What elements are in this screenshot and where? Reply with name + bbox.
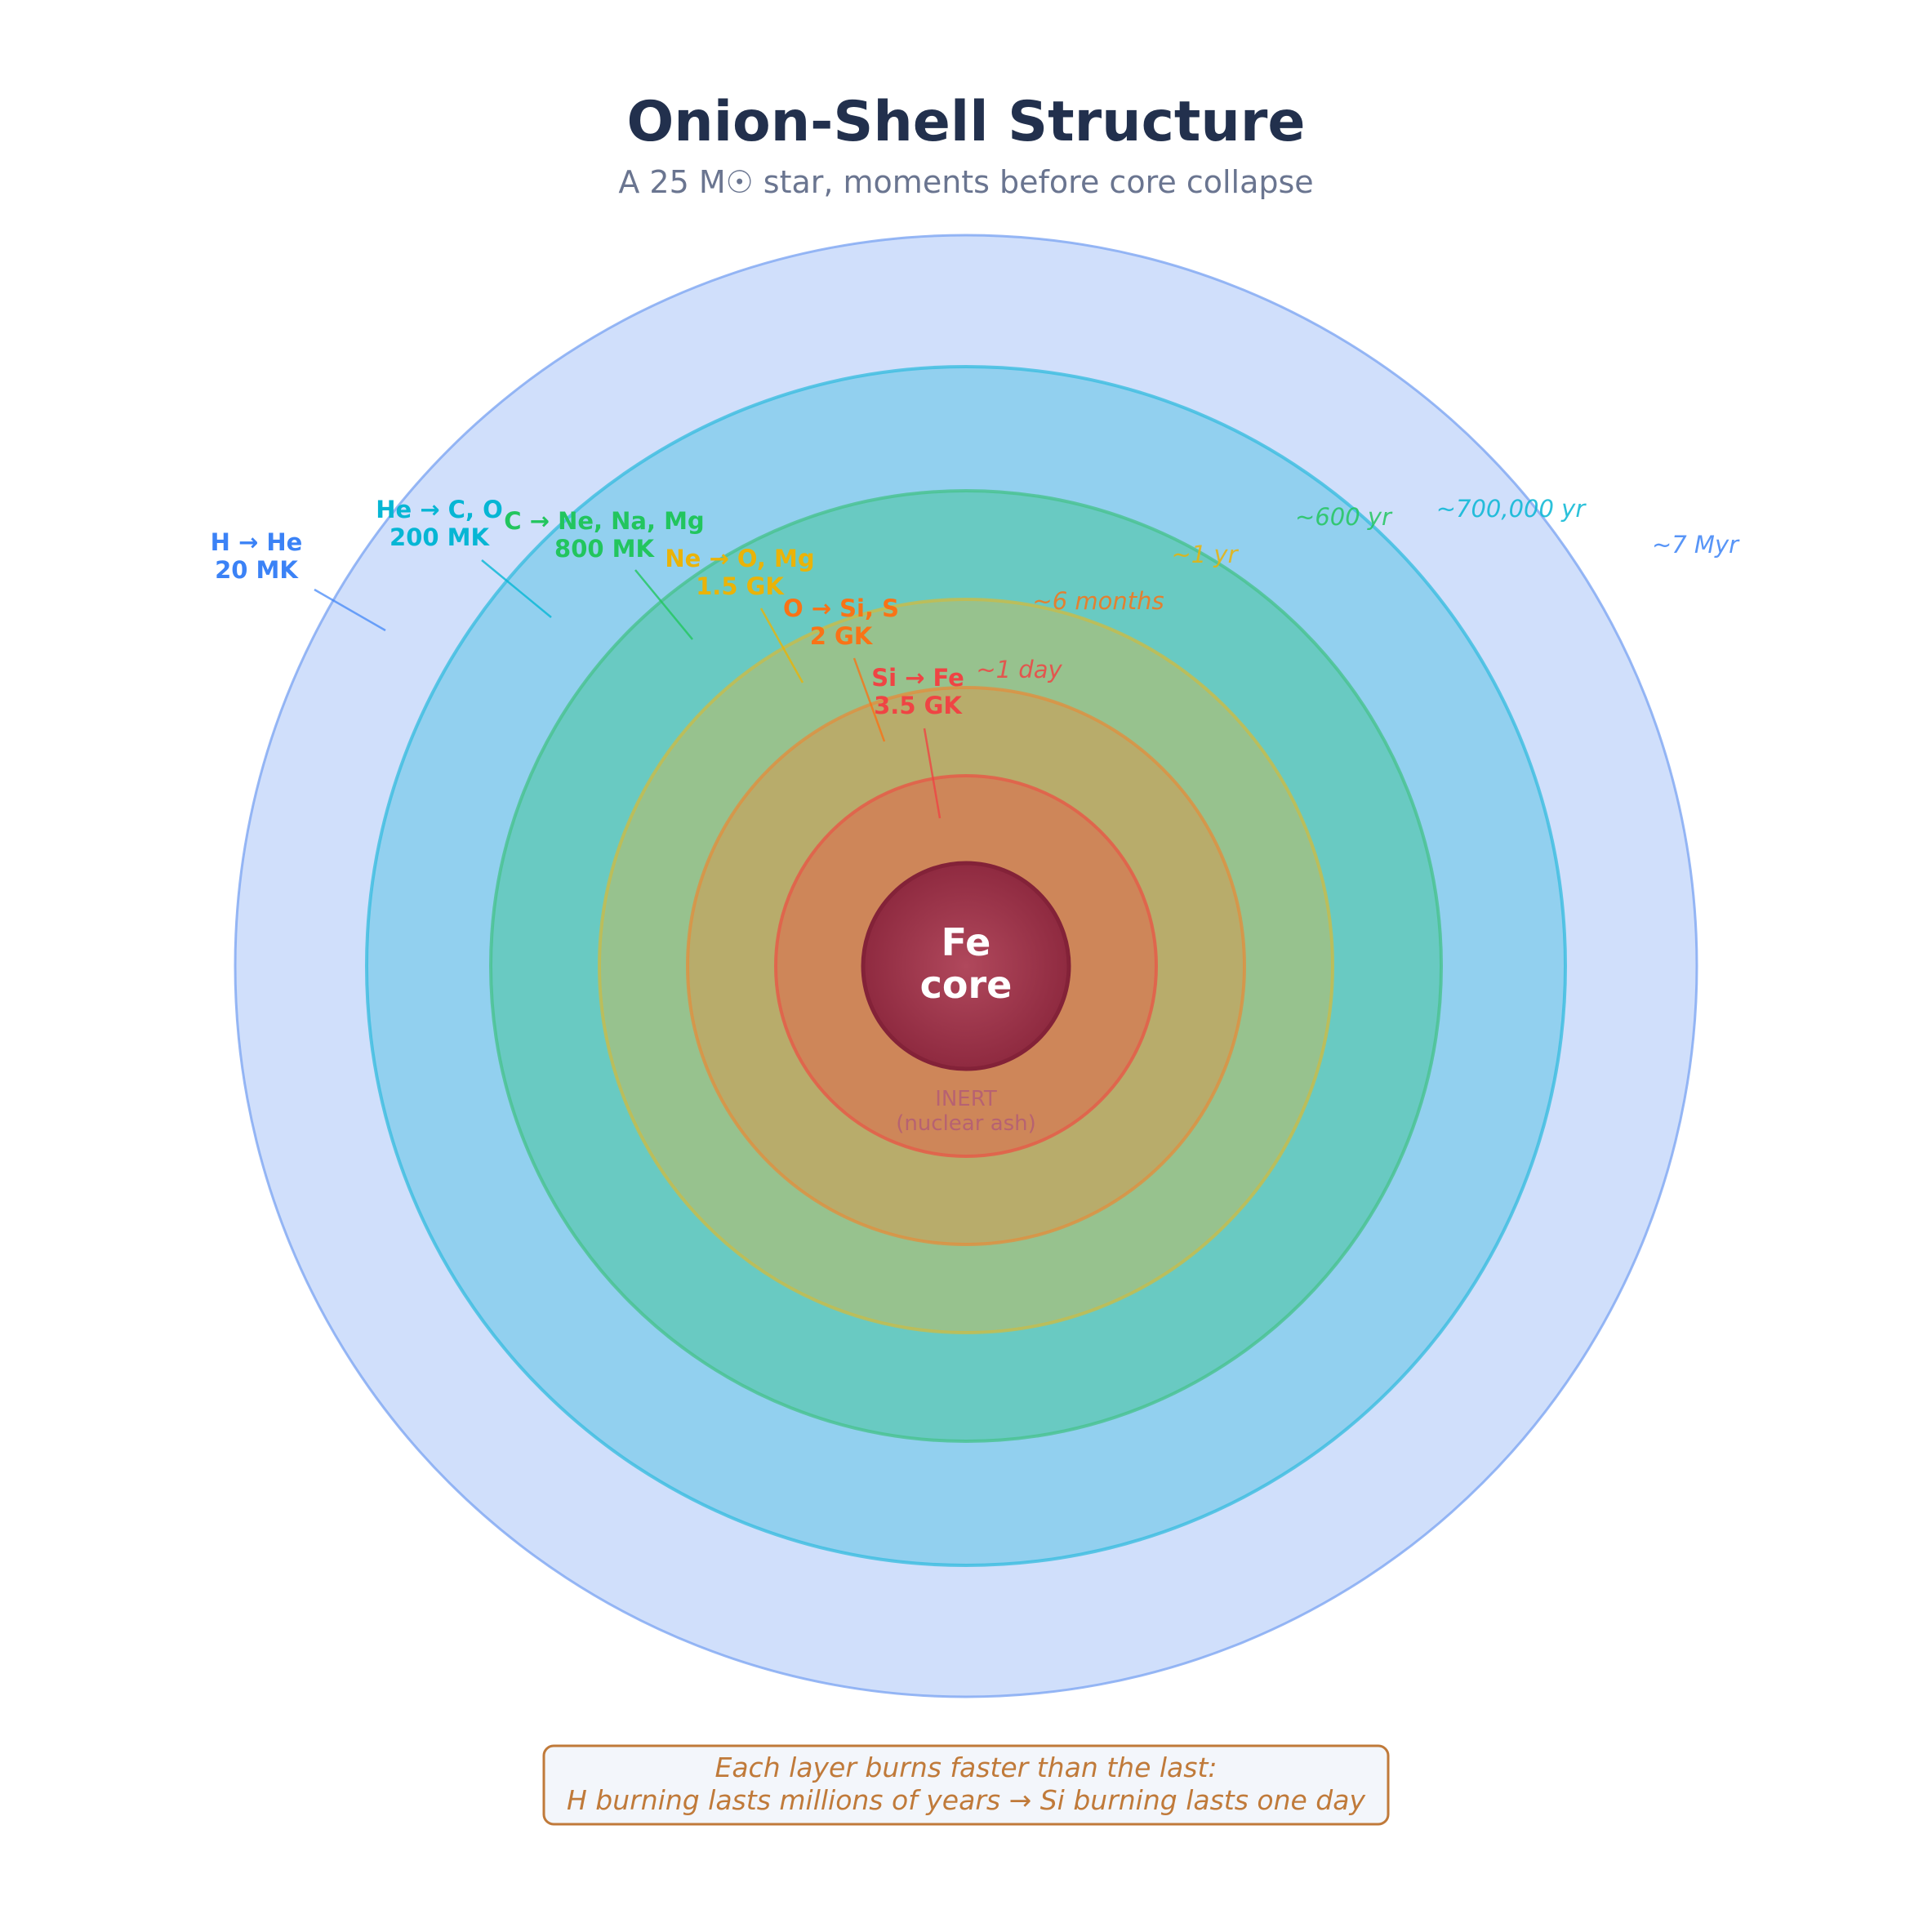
shell-label-ne-o-mg-reaction: Ne → O, Mg [665, 545, 814, 572]
shell-label-si-fe-temperature: 3.5 GK [874, 692, 963, 719]
inert-label-line2: (nuclear ash) [896, 1111, 1036, 1136]
leader-line-c-ne-na-mg [634, 569, 693, 640]
footnote-line2: H burning lasts millions of years → Si b… [567, 1784, 1365, 1816]
page-title: Onion-Shell Structure [627, 90, 1306, 154]
duration-h-he: ~7 Myr [1652, 531, 1740, 559]
shell-label-ne-o-mg-temperature: 1.5 GK [696, 572, 785, 600]
shell-label-c-ne-na-mg-temperature: 800 MK [554, 535, 655, 563]
duration-ne-o-mg: ~1 yr [1171, 541, 1239, 568]
duration-o-si-s: ~6 months [1032, 587, 1164, 615]
inert-label-line1: INERT [935, 1087, 997, 1111]
footnote-line1: Each layer burns faster than the last: [714, 1752, 1217, 1783]
core-label-line1: Fe [942, 920, 991, 964]
duration-he-c-o: ~700,000 yr [1436, 495, 1587, 523]
shell-label-h-he-temperature: 20 MK [215, 556, 299, 584]
leader-line-ne-o-mg [759, 608, 804, 683]
page-subtitle: A 25 M☉ star, moments before core collap… [618, 164, 1313, 200]
shell-label-o-si-s-reaction: O → Si, S [783, 594, 899, 622]
shell-label-h-he-reaction: H → He [211, 528, 303, 556]
fe-core [861, 861, 1071, 1071]
footnote-box [542, 1744, 1390, 1826]
shell-label-he-c-o-reaction: He → C, O [376, 496, 502, 523]
shell-label-o-si-s-temperature: 2 GK [810, 622, 874, 650]
shell-label-he-c-o-temperature: 200 MK [390, 523, 490, 551]
shell-label-c-ne-na-mg-reaction: C → Ne, Na, Mg [504, 507, 704, 535]
leader-line-o-si-s [852, 657, 886, 742]
leader-line-si-fe [923, 728, 942, 819]
leader-line-h-he [314, 588, 386, 632]
duration-si-fe: ~1 day [976, 656, 1062, 683]
leader-line-he-c-o [481, 559, 552, 618]
shell-label-si-fe-reaction: Si → Fe [871, 664, 964, 692]
core-label-line2: core [920, 963, 1013, 1007]
duration-c-ne-na-mg: ~600 yr [1295, 503, 1393, 531]
